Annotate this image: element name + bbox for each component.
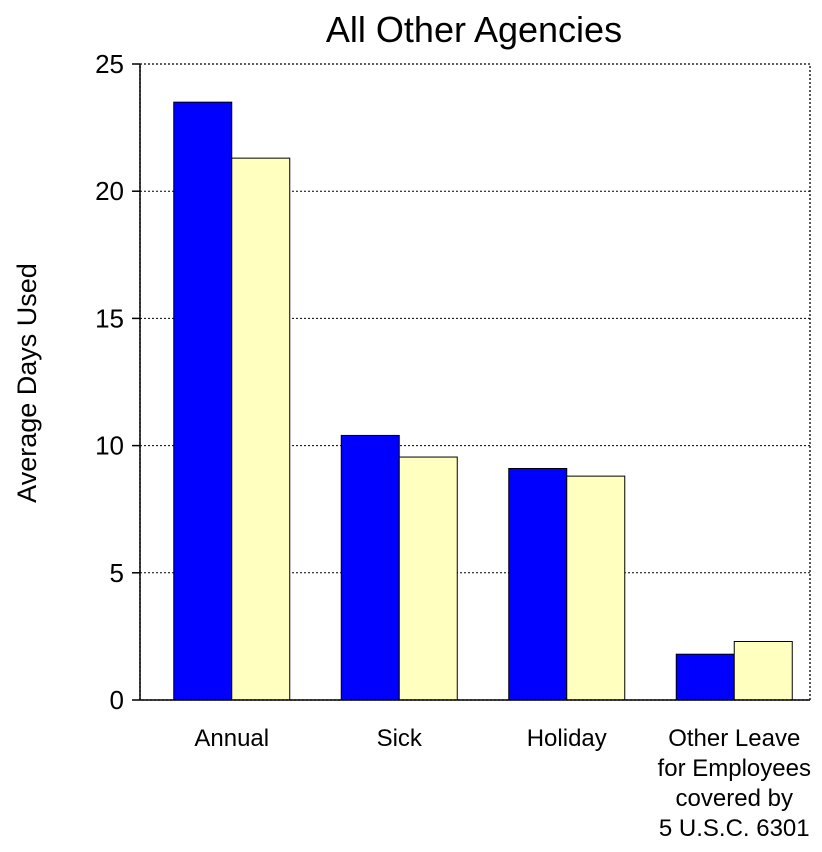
y-axis-label: Average Days Used — [12, 263, 42, 503]
y-tick-label-10: 10 — [95, 431, 124, 461]
x-tick-label-1: Annual — [194, 725, 269, 752]
x-tick-label-2: Sick — [377, 725, 423, 752]
y-tick-label-25: 25 — [95, 49, 124, 79]
chart-title: All Other Agencies — [326, 9, 622, 50]
y-tick-label-15: 15 — [95, 303, 124, 333]
x-tick-labels: Annual Sick Holiday Other Leave for Employee… — [194, 725, 811, 842]
bar-series2-cat1 — [231, 157, 291, 701]
x-tick-label-4: Other Leave for Employees covered by 5 U.S.… — [658, 725, 811, 842]
bars — [173, 101, 793, 701]
y-tick-label-5: 5 — [110, 558, 124, 588]
bar-series1-cat1 — [173, 101, 233, 701]
bar-series2-cat2 — [398, 456, 458, 701]
bar-series1-cat3 — [508, 467, 568, 701]
bar-series1-cat2 — [340, 434, 400, 701]
bar-series1-cat4 — [675, 653, 735, 701]
axes — [139, 64, 810, 701]
y-tick-labels: 0 5 10 15 20 25 — [95, 49, 140, 715]
bar-series2-cat3 — [566, 475, 626, 701]
bar-series2-cat4 — [733, 640, 793, 701]
x-tick-label-3: Holiday — [527, 725, 607, 752]
y-tick-label-0: 0 — [110, 685, 124, 715]
y-tick-label-20: 20 — [95, 176, 124, 206]
